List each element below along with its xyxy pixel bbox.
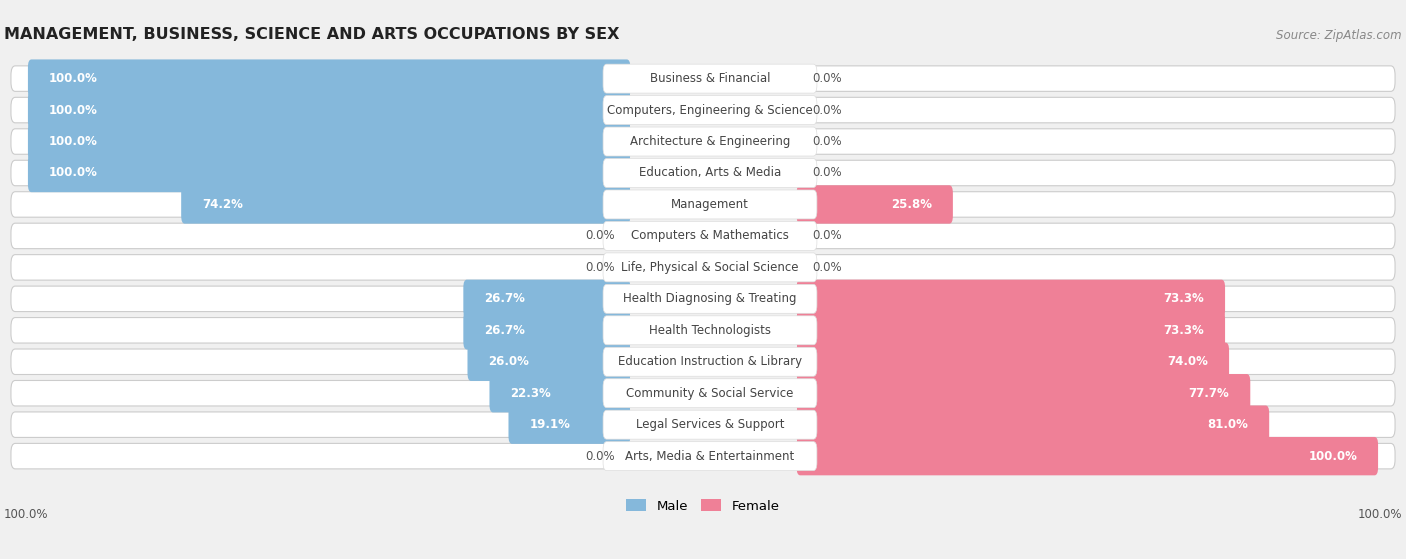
FancyBboxPatch shape [28, 122, 630, 161]
FancyBboxPatch shape [603, 410, 817, 439]
Text: Computers, Engineering & Science: Computers, Engineering & Science [607, 103, 813, 117]
FancyBboxPatch shape [464, 280, 630, 318]
FancyBboxPatch shape [603, 159, 817, 187]
Text: Education, Arts & Media: Education, Arts & Media [638, 167, 782, 179]
Text: Management: Management [671, 198, 749, 211]
Text: 100.0%: 100.0% [49, 103, 98, 117]
Text: 100.0%: 100.0% [49, 72, 98, 85]
Text: Education Instruction & Library: Education Instruction & Library [617, 356, 801, 368]
FancyBboxPatch shape [11, 412, 1395, 438]
FancyBboxPatch shape [797, 374, 1250, 413]
Text: 22.3%: 22.3% [510, 387, 551, 400]
FancyBboxPatch shape [603, 221, 817, 250]
Text: 73.3%: 73.3% [1163, 292, 1204, 305]
Text: 26.7%: 26.7% [484, 292, 526, 305]
FancyBboxPatch shape [11, 129, 1395, 154]
Text: 73.3%: 73.3% [1163, 324, 1204, 337]
FancyBboxPatch shape [28, 91, 630, 129]
FancyBboxPatch shape [489, 374, 630, 413]
FancyBboxPatch shape [603, 96, 817, 125]
FancyBboxPatch shape [28, 59, 630, 98]
Text: 100.0%: 100.0% [1357, 508, 1402, 520]
FancyBboxPatch shape [797, 405, 1270, 444]
Text: 0.0%: 0.0% [813, 135, 842, 148]
Text: 100.0%: 100.0% [49, 135, 98, 148]
FancyBboxPatch shape [603, 347, 817, 376]
Text: MANAGEMENT, BUSINESS, SCIENCE AND ARTS OCCUPATIONS BY SEX: MANAGEMENT, BUSINESS, SCIENCE AND ARTS O… [4, 27, 620, 42]
FancyBboxPatch shape [797, 311, 1225, 349]
FancyBboxPatch shape [603, 285, 817, 313]
Text: Architecture & Engineering: Architecture & Engineering [630, 135, 790, 148]
Text: Arts, Media & Entertainment: Arts, Media & Entertainment [626, 449, 794, 463]
Text: 0.0%: 0.0% [813, 167, 842, 179]
FancyBboxPatch shape [797, 280, 1225, 318]
FancyBboxPatch shape [11, 160, 1395, 186]
Text: 0.0%: 0.0% [813, 103, 842, 117]
Text: Community & Social Service: Community & Social Service [626, 387, 793, 400]
FancyBboxPatch shape [11, 255, 1395, 280]
FancyBboxPatch shape [603, 253, 817, 282]
FancyBboxPatch shape [11, 349, 1395, 375]
Text: 100.0%: 100.0% [49, 167, 98, 179]
FancyBboxPatch shape [11, 443, 1395, 469]
Text: 0.0%: 0.0% [585, 449, 614, 463]
Text: 81.0%: 81.0% [1208, 418, 1249, 431]
Text: Source: ZipAtlas.com: Source: ZipAtlas.com [1277, 29, 1402, 42]
Text: 0.0%: 0.0% [585, 229, 614, 243]
FancyBboxPatch shape [11, 286, 1395, 311]
FancyBboxPatch shape [603, 127, 817, 156]
Text: Health Diagnosing & Treating: Health Diagnosing & Treating [623, 292, 797, 305]
Text: 77.7%: 77.7% [1188, 387, 1229, 400]
Text: 26.0%: 26.0% [488, 356, 529, 368]
Text: 0.0%: 0.0% [585, 261, 614, 274]
Text: Life, Physical & Social Science: Life, Physical & Social Science [621, 261, 799, 274]
FancyBboxPatch shape [603, 64, 817, 93]
Text: 0.0%: 0.0% [813, 229, 842, 243]
Text: 74.0%: 74.0% [1167, 356, 1208, 368]
FancyBboxPatch shape [467, 343, 630, 381]
FancyBboxPatch shape [797, 185, 953, 224]
FancyBboxPatch shape [797, 343, 1229, 381]
Text: 25.8%: 25.8% [891, 198, 932, 211]
FancyBboxPatch shape [28, 154, 630, 192]
FancyBboxPatch shape [603, 379, 817, 408]
Text: 74.2%: 74.2% [202, 198, 243, 211]
FancyBboxPatch shape [603, 442, 817, 471]
Text: 100.0%: 100.0% [4, 508, 49, 520]
Text: 0.0%: 0.0% [813, 72, 842, 85]
FancyBboxPatch shape [11, 192, 1395, 217]
FancyBboxPatch shape [464, 311, 630, 349]
Text: Health Technologists: Health Technologists [650, 324, 770, 337]
Legend: Male, Female: Male, Female [621, 494, 785, 518]
Text: 100.0%: 100.0% [1308, 449, 1357, 463]
Text: 26.7%: 26.7% [484, 324, 526, 337]
FancyBboxPatch shape [11, 318, 1395, 343]
FancyBboxPatch shape [11, 97, 1395, 123]
Text: 0.0%: 0.0% [813, 261, 842, 274]
Text: 19.1%: 19.1% [530, 418, 571, 431]
Text: Business & Financial: Business & Financial [650, 72, 770, 85]
Text: Legal Services & Support: Legal Services & Support [636, 418, 785, 431]
FancyBboxPatch shape [509, 405, 630, 444]
FancyBboxPatch shape [11, 223, 1395, 249]
Text: Computers & Mathematics: Computers & Mathematics [631, 229, 789, 243]
FancyBboxPatch shape [603, 190, 817, 219]
FancyBboxPatch shape [797, 437, 1378, 475]
FancyBboxPatch shape [11, 381, 1395, 406]
FancyBboxPatch shape [11, 66, 1395, 91]
FancyBboxPatch shape [181, 185, 630, 224]
FancyBboxPatch shape [603, 316, 817, 345]
